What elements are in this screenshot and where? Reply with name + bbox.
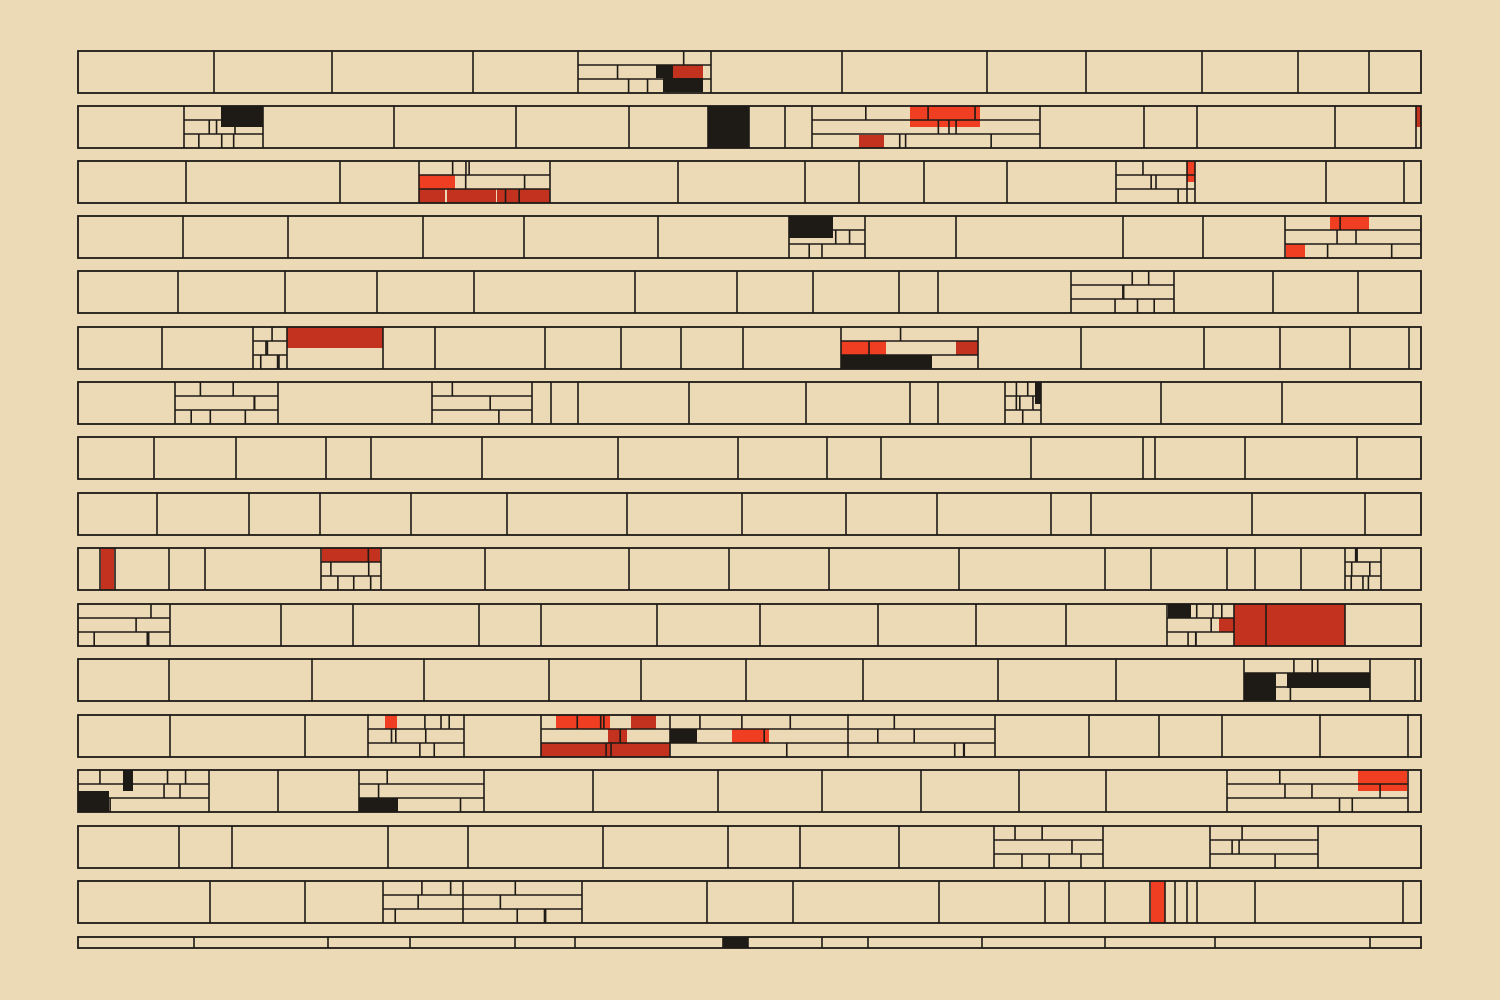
block [1219, 618, 1234, 632]
block [1187, 161, 1195, 182]
block [359, 798, 398, 812]
block [663, 78, 703, 92]
block [956, 341, 978, 355]
row-frame [77, 492, 1422, 536]
block [631, 715, 656, 729]
block [556, 715, 610, 729]
block [708, 106, 749, 148]
row-frame [77, 105, 1422, 149]
block [910, 106, 980, 127]
block [1035, 382, 1041, 404]
row-frame [77, 270, 1422, 314]
row-frame [77, 547, 1422, 591]
block [732, 729, 769, 743]
block [287, 327, 383, 348]
block [789, 216, 833, 238]
block [1330, 216, 1369, 230]
row-frame [77, 50, 1422, 94]
block [1151, 881, 1165, 923]
row-frame [77, 436, 1422, 480]
block [541, 743, 566, 757]
block [1358, 770, 1407, 791]
block [673, 65, 703, 78]
block [1234, 604, 1266, 646]
block [723, 937, 748, 948]
block [608, 729, 627, 743]
block [1287, 673, 1370, 688]
row-frame [77, 215, 1422, 259]
block [419, 189, 445, 203]
row-frame [77, 160, 1422, 204]
block [497, 189, 550, 203]
block [566, 743, 670, 757]
row-frame [77, 658, 1422, 702]
block [859, 135, 884, 148]
block [322, 548, 380, 562]
block [447, 189, 496, 203]
row-frame [77, 603, 1422, 647]
block [419, 175, 455, 189]
row-frame [77, 769, 1422, 813]
row-frame [77, 936, 1422, 949]
block [101, 548, 114, 590]
block [385, 715, 397, 729]
row-frame [77, 326, 1422, 370]
block [841, 341, 886, 355]
block [841, 355, 932, 369]
block [1168, 604, 1191, 618]
block [221, 106, 263, 127]
row-frame [77, 825, 1422, 869]
block [656, 65, 673, 78]
block [1266, 604, 1345, 646]
block [78, 791, 109, 812]
block [1416, 106, 1421, 127]
block [670, 729, 697, 743]
row-frame [77, 714, 1422, 758]
block [1286, 244, 1305, 258]
row-frame [77, 880, 1422, 924]
row-frame [77, 381, 1422, 425]
block [123, 770, 133, 791]
